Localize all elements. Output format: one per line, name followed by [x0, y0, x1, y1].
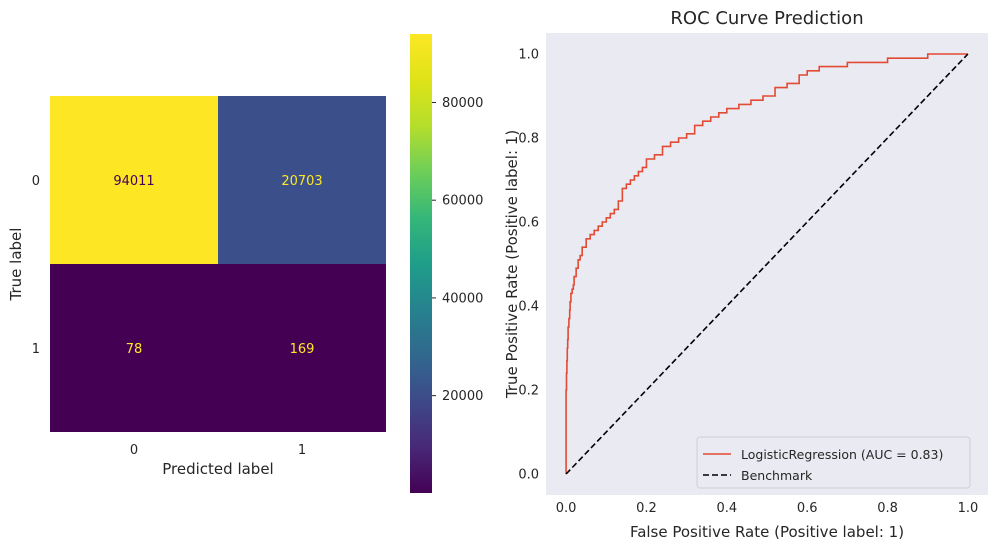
- roc-x-tick-label: 0.8: [877, 501, 898, 516]
- roc-y-tick-labels: 0.0 0.2 0.4 0.6 0.8 1.0: [518, 48, 539, 483]
- cm-y-tick-label: 1: [32, 342, 40, 357]
- cm-cell: [218, 96, 386, 264]
- colorbar-tick-label: 60000: [442, 194, 483, 209]
- cm-cell: [50, 96, 218, 264]
- cm-cell-value: 94011: [113, 174, 154, 189]
- roc-y-tick-label: 0.0: [518, 468, 539, 483]
- cm-cell: [218, 264, 386, 432]
- roc-y-axis-label: True Positive Rate (Positive label: 1): [503, 130, 521, 399]
- roc-legend: LogisticRegression (AUC = 0.83) Benchmar…: [696, 436, 971, 489]
- colorbar-ticks: 20000 40000 60000 80000: [432, 96, 483, 404]
- legend-label-benchmark: Benchmark: [741, 468, 813, 483]
- roc-series-lines: [565, 53, 969, 475]
- roc-chart: ROC Curve Prediction 0.0 0.2 0.4 0.6 0.8 1.0 …: [503, 8, 988, 541]
- colorbar: [410, 34, 432, 493]
- roc-x-axis-label: False Positive Rate (Positive label: 1): [630, 523, 904, 541]
- cm-cell-value: 78: [126, 342, 143, 357]
- confusion-matrix-cells: 94011 20703 78 169: [50, 96, 386, 432]
- cm-x-axis-label: Predicted label: [162, 460, 273, 478]
- cm-y-axis-label: True label: [7, 228, 25, 302]
- colorbar-tick-label: 80000: [442, 96, 483, 111]
- roc-x-tick-label: 1.0: [958, 501, 979, 516]
- roc-y-tick-label: 0.6: [518, 216, 539, 231]
- roc-x-tick-label: 0.0: [556, 501, 577, 516]
- roc-y-tick-label: 0.8: [518, 132, 539, 147]
- cm-y-tick-labels: 01: [32, 174, 40, 357]
- cm-cell: [50, 264, 218, 432]
- legend-box: [696, 436, 971, 489]
- roc-y-tick-label: 0.2: [518, 384, 539, 399]
- roc-x-tick-label: 0.6: [797, 501, 818, 516]
- legend-label-logistic: LogisticRegression (AUC = 0.83): [741, 447, 943, 462]
- colorbar-tick-label: 40000: [442, 291, 483, 306]
- cm-cell-value: 169: [290, 342, 315, 357]
- cm-cell-value: 20703: [281, 174, 322, 189]
- roc-y-tick-label: 1.0: [518, 48, 539, 63]
- roc-title: ROC Curve Prediction: [670, 8, 863, 29]
- roc-x-tick-label: 0.4: [716, 501, 737, 516]
- colorbar-tick-label: 20000: [442, 389, 483, 404]
- roc-curve-line: [565, 53, 968, 474]
- benchmark-line: [565, 53, 969, 475]
- roc-x-tick-label: 0.2: [636, 501, 657, 516]
- cm-x-tick-label: 1: [298, 443, 306, 458]
- cm-y-tick-label: 0: [32, 174, 40, 189]
- roc-y-tick-label: 0.4: [518, 300, 539, 315]
- cm-x-tick-label: 0: [130, 443, 138, 458]
- roc-x-tick-labels: 0.0 0.2 0.4 0.6 0.8 1.0: [556, 501, 979, 516]
